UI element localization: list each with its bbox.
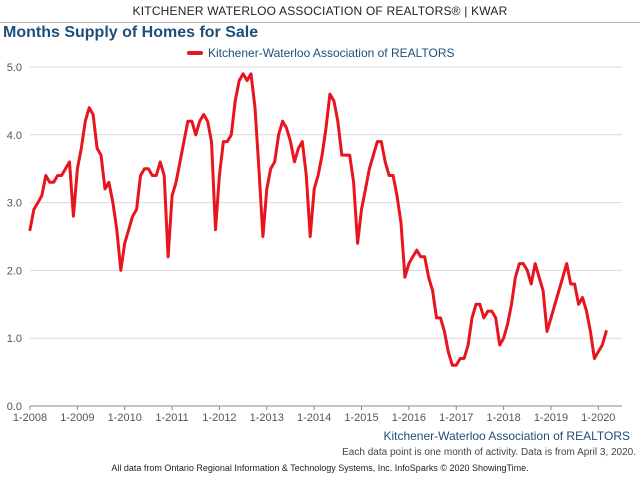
data-credit: All data from Ontario Regional Informati…: [111, 463, 529, 473]
x-tick-label: 1-2017: [439, 412, 473, 424]
y-tick-label: 1.0: [7, 333, 22, 345]
x-tick-label: 1-2014: [297, 412, 331, 424]
y-tick-label: 0.0: [7, 401, 22, 413]
x-tick-label: 1-2008: [13, 412, 47, 424]
x-tick-label: 1-2019: [534, 412, 568, 424]
y-tick-label: 4.0: [7, 130, 22, 142]
chart-legend: Kitchener-Waterloo Association of REALTO…: [187, 45, 455, 61]
series-layer: [28, 72, 608, 367]
y-tick-label: 3.0: [7, 198, 22, 210]
x-axis-title: Kitchener-Waterloo Association of REALTO…: [383, 429, 630, 443]
data-note: Each data point is one month of activity…: [342, 447, 636, 458]
x-tick-label: 1-2013: [250, 412, 284, 424]
y-tick-label: 2.0: [7, 265, 22, 277]
legend-label: Kitchener-Waterloo Association of REALTO…: [208, 46, 455, 60]
x-tick-label: 1-2009: [60, 412, 94, 424]
report-banner: KITCHENER WATERLOO ASSOCIATION OF REALTO…: [0, 0, 640, 23]
y-tick-label: 5.0: [7, 62, 22, 74]
x-tick-label: 1-2016: [392, 412, 426, 424]
axis-layer: 0.0 1.0 2.0 3.0 4.0 5.0 1-2008 1-2009 1-2010 1-20…: [7, 62, 622, 424]
series-line: [28, 72, 608, 367]
x-tick-label: 1-2015: [344, 412, 378, 424]
x-tick-label: 1-2018: [486, 412, 520, 424]
x-tick-label: 1-2011: [155, 412, 188, 424]
x-tick-label: 1-2020: [581, 412, 615, 424]
chart-title: Months Supply of Homes for Sale: [3, 24, 259, 41]
x-tick-label: 1-2010: [108, 412, 142, 424]
legend-swatch: [187, 51, 203, 55]
x-tick-label: 1-2012: [202, 412, 236, 424]
